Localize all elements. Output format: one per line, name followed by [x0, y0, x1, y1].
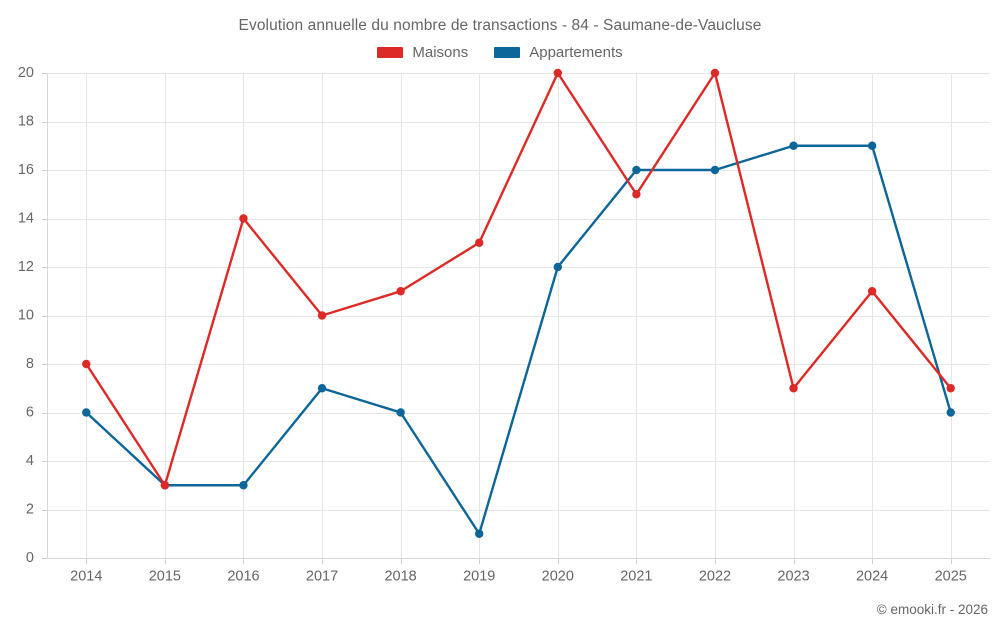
- legend-label-maisons: Maisons: [412, 44, 469, 61]
- data-point[interactable]: [946, 384, 955, 393]
- x-tick-label: 2016: [227, 569, 259, 585]
- x-tick-label: 2021: [620, 569, 652, 585]
- series-line: [85, 144, 952, 535]
- data-point[interactable]: [239, 214, 248, 223]
- data-point[interactable]: [789, 141, 798, 150]
- data-point[interactable]: [867, 287, 877, 296]
- chart-legend: Maisons Appartements: [0, 44, 1000, 61]
- data-point[interactable]: [396, 408, 405, 417]
- legend-swatch-maisons: [377, 47, 404, 58]
- series-appartements: [82, 141, 955, 538]
- legend-label-appartements: Appartements: [529, 44, 623, 61]
- x-tick-label: 2019: [463, 569, 495, 585]
- y-tick-label: 2: [26, 501, 34, 517]
- x-tick-label: 2017: [306, 569, 338, 585]
- y-tick-label: 0: [26, 550, 34, 566]
- data-point[interactable]: [317, 311, 327, 320]
- data-point[interactable]: [239, 481, 248, 490]
- y-tick-label: 6: [26, 404, 34, 420]
- x-tick-label: 2014: [70, 569, 102, 585]
- series-line: [85, 71, 952, 487]
- series-maisons: [82, 68, 955, 490]
- data-point[interactable]: [82, 359, 91, 369]
- gridlines: [47, 73, 990, 559]
- data-point[interactable]: [632, 165, 641, 175]
- x-tick-label: 2025: [935, 569, 967, 585]
- data-point[interactable]: [396, 287, 405, 296]
- data-point[interactable]: [553, 68, 562, 78]
- y-tick-label: 14: [18, 210, 34, 226]
- x-tick-label: 2022: [699, 569, 731, 585]
- data-point[interactable]: [553, 262, 562, 272]
- x-tick-label: 2023: [777, 569, 809, 585]
- data-point[interactable]: [710, 165, 720, 175]
- data-point[interactable]: [82, 408, 91, 417]
- data-point[interactable]: [632, 190, 641, 199]
- x-axis-tick-labels: 2014 2015 2016 2017 2018 2019 2020 2021 2022 2023…: [70, 569, 967, 585]
- y-tick-label: 10: [18, 307, 34, 323]
- data-point[interactable]: [475, 238, 484, 247]
- data-series-layer: [82, 68, 955, 538]
- data-point[interactable]: [946, 408, 955, 417]
- x-tick-label: 2024: [856, 569, 888, 585]
- x-tick-label: 2015: [149, 569, 181, 585]
- x-tick-label: 2020: [542, 569, 574, 585]
- legend-item-maisons[interactable]: Maisons: [377, 44, 468, 61]
- y-tick-label: 18: [18, 113, 34, 129]
- data-point[interactable]: [789, 384, 798, 393]
- data-point[interactable]: [317, 384, 327, 393]
- y-axis-tick-labels: 0 2 4 6 8 10 12 14 16 18 20: [18, 65, 34, 566]
- y-tick-label: 4: [26, 453, 34, 469]
- y-tick-label: 20: [18, 65, 34, 81]
- y-tick-label: 16: [18, 162, 34, 178]
- x-tick-label: 2018: [384, 569, 416, 585]
- chart-title: Evolution annuelle du nombre de transact…: [238, 17, 762, 34]
- legend-swatch-appartements: [494, 47, 521, 58]
- data-point[interactable]: [475, 529, 484, 538]
- data-point[interactable]: [160, 481, 170, 490]
- data-point[interactable]: [867, 141, 877, 150]
- copyright-footer: © emooki.fr - 2026: [876, 602, 988, 617]
- y-tick-label: 8: [26, 356, 34, 372]
- data-point[interactable]: [710, 68, 720, 78]
- legend-item-appartements[interactable]: Appartements: [494, 44, 623, 61]
- axis-lines: [42, 73, 990, 564]
- y-tick-label: 12: [18, 259, 34, 275]
